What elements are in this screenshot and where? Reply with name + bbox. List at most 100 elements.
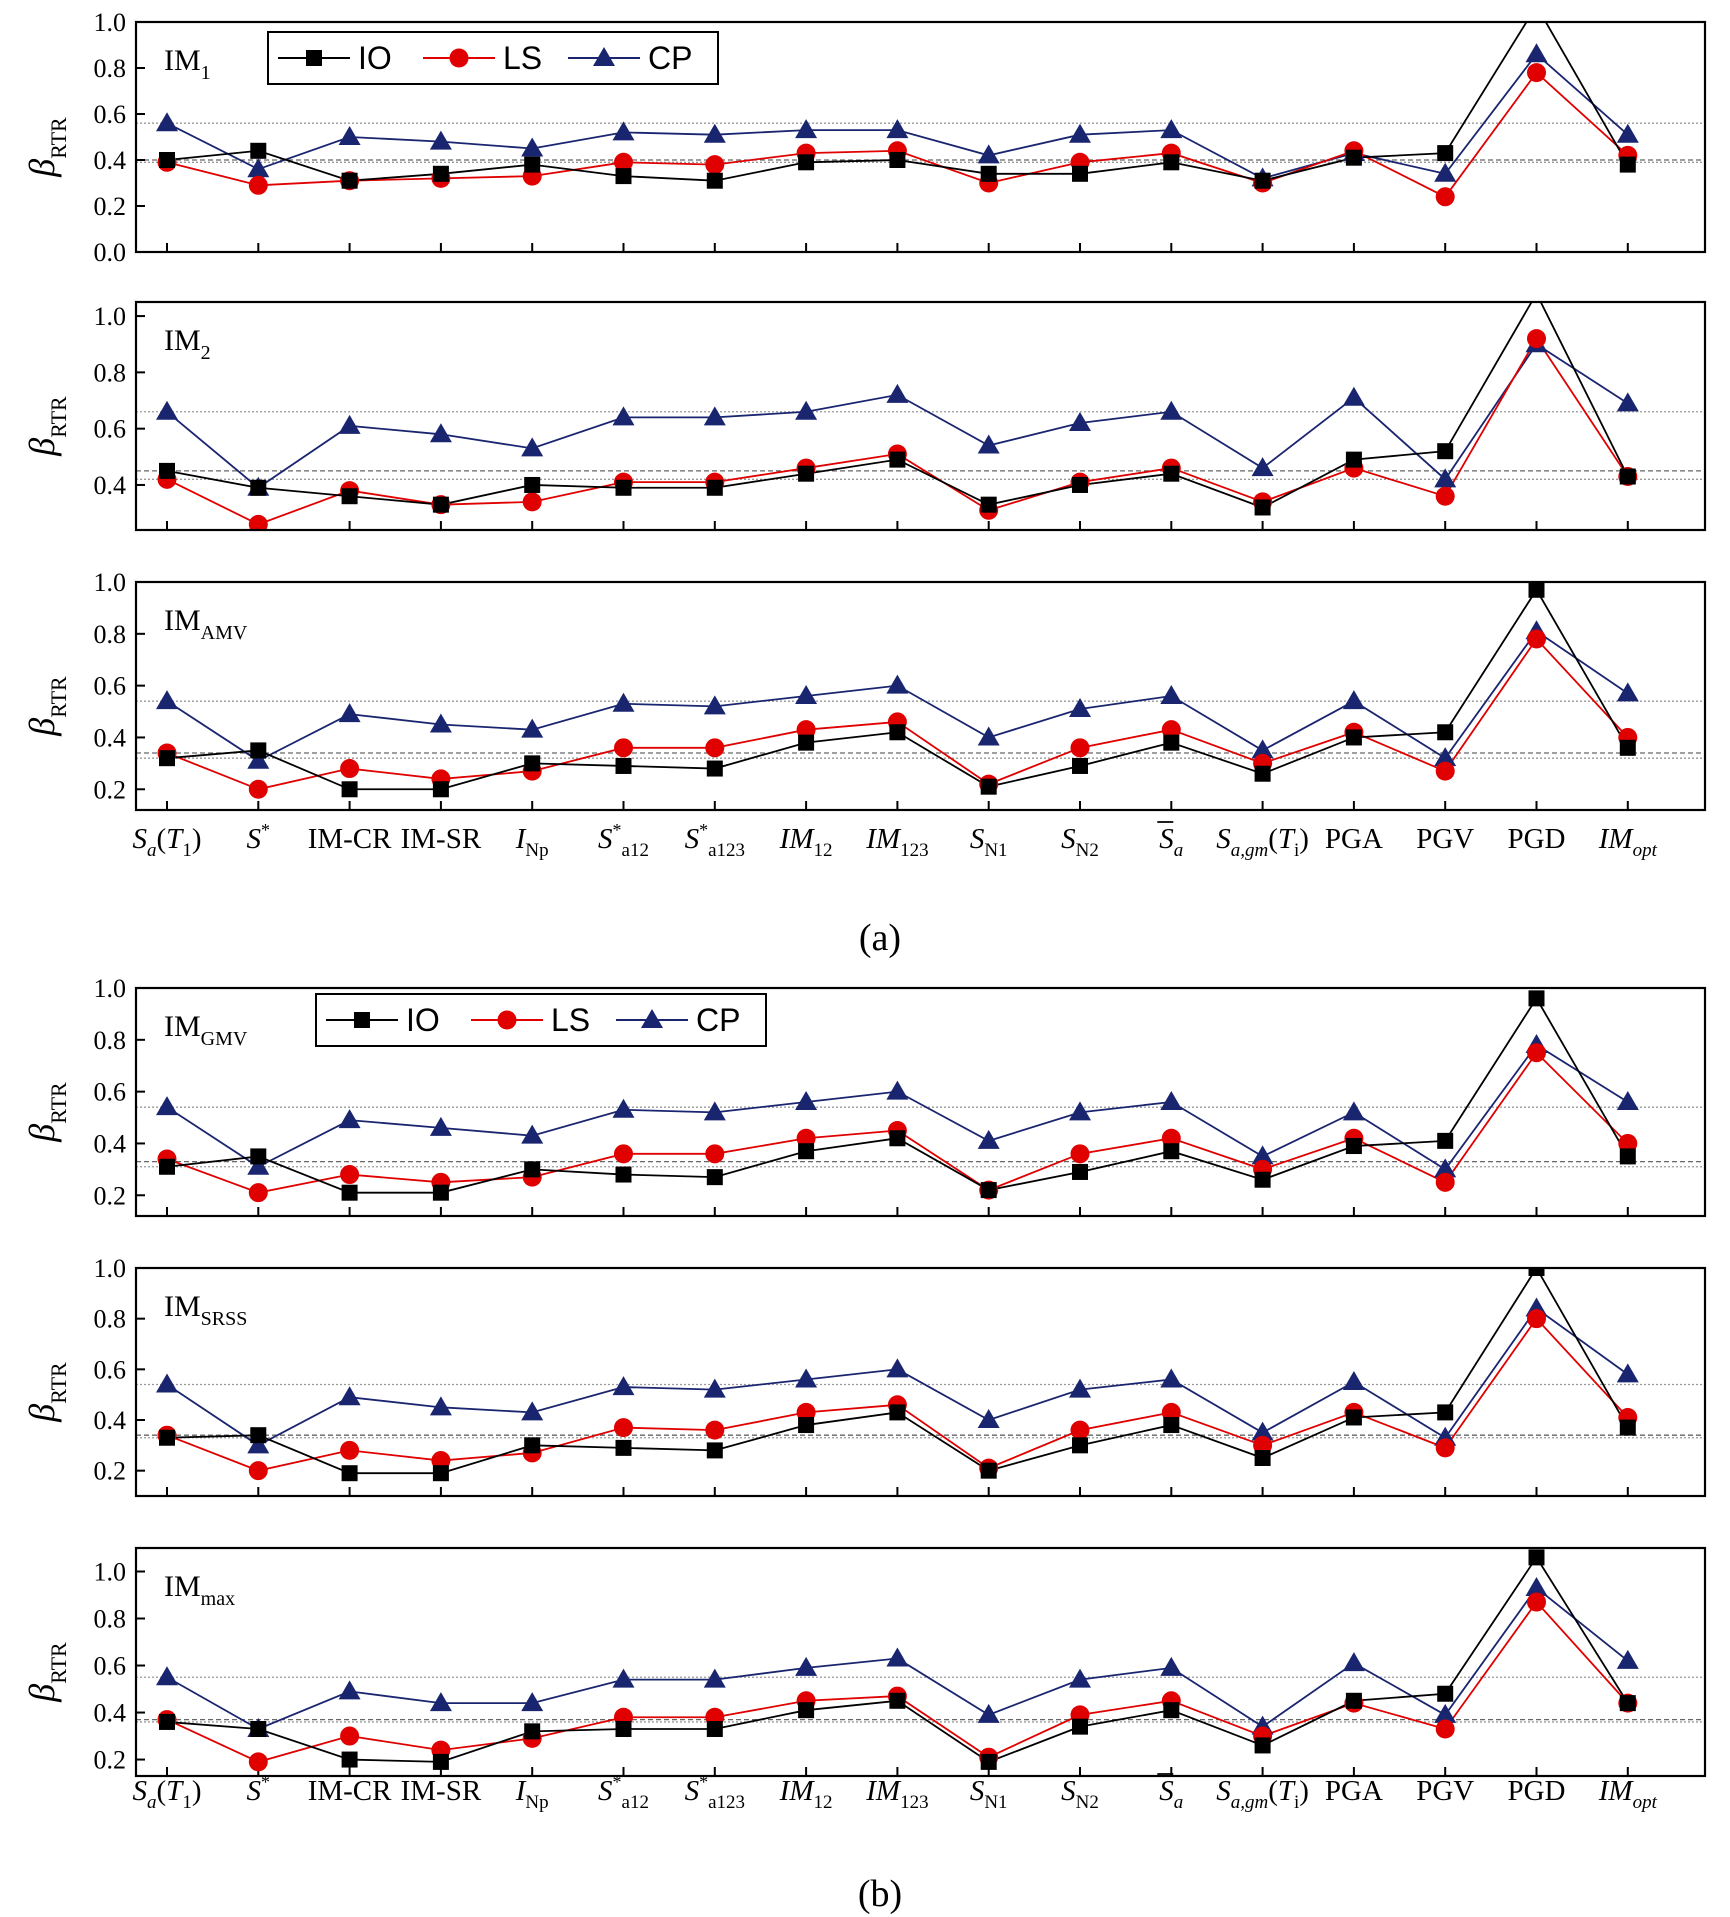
category-label: IM12: [779, 1775, 833, 1813]
y-tick-label: 0.0: [94, 238, 127, 267]
y-tick-label: 0.4: [94, 1129, 127, 1158]
data-point-cp: [429, 423, 452, 443]
y-tick-label: 1.0: [94, 974, 127, 1003]
data-point-io: [159, 750, 175, 767]
category-label: INp: [515, 1775, 549, 1813]
data-point-cp: [247, 1434, 270, 1454]
data-point-cp: [1434, 468, 1457, 488]
data-point-io: [1529, 0, 1545, 14]
data-point-io: [1254, 172, 1271, 189]
data-point-cp: [521, 718, 544, 738]
data-point-io: [250, 142, 267, 159]
data-point-cp: [703, 406, 726, 426]
category-label: IM-SR: [401, 823, 482, 855]
category-label: SN1: [970, 823, 1008, 861]
data-point-io: [1437, 1404, 1454, 1421]
legend-label-ls: LS: [551, 1002, 590, 1038]
category-label: Sa: [1159, 823, 1183, 861]
data-point-cp: [703, 695, 726, 715]
data-point-cp: [156, 112, 178, 132]
data-point-ls: [248, 175, 268, 195]
data-point-ls: [248, 514, 268, 530]
data-point-io: [1072, 1437, 1088, 1454]
data-point-ls: [248, 1752, 268, 1772]
data-point-cp: [521, 137, 544, 157]
data-point-cp: [156, 400, 178, 420]
legend-label-ls: LS: [503, 40, 542, 76]
data-point-cp: [521, 1401, 544, 1421]
data-point-cp: [521, 1124, 544, 1144]
panel-title: IMGMV: [164, 1010, 248, 1050]
data-point-io: [889, 451, 906, 468]
data-point-io: [524, 156, 541, 173]
data-point-io: [1345, 1409, 1362, 1426]
data-point-io: [159, 1429, 175, 1446]
data-point-cp: [1434, 747, 1457, 767]
data-point-io: [798, 465, 815, 482]
data-point-io: [1254, 499, 1271, 516]
data-point-io: [615, 757, 632, 774]
chart-panel-5: 0.2 0.4 0.6 0.8 1.0 IMSRSS βRTR: [22, 1254, 1707, 1498]
data-point-ls: [705, 155, 725, 175]
data-point-io: [250, 1720, 267, 1737]
data-point-ls: [705, 1420, 725, 1440]
data-point-io: [1437, 724, 1454, 741]
data-point-io: [1437, 1132, 1454, 1149]
category-label: S*a12: [598, 1772, 649, 1813]
category-label: PGA: [1325, 823, 1383, 855]
data-point-cp: [703, 1668, 726, 1688]
y-tick-label: 0.4: [94, 1406, 127, 1435]
data-point-io: [1529, 286, 1545, 302]
data-point-io: [1345, 729, 1362, 746]
data-point-cp: [247, 749, 270, 769]
y-tick-label: 0.6: [94, 1355, 127, 1384]
data-point-ls: [1161, 1128, 1181, 1148]
data-point-io: [889, 724, 906, 741]
legend-marker-io: [306, 50, 322, 66]
data-point-cp: [977, 1129, 1000, 1149]
data-point-ls: [340, 1726, 360, 1746]
data-point-cp: [1160, 1656, 1183, 1676]
data-point-cp: [1069, 1668, 1091, 1688]
data-point-io: [432, 781, 449, 798]
data-point-cp: [977, 1703, 1000, 1723]
panel-title: IMmax: [164, 1570, 235, 1610]
data-point-io: [1163, 154, 1180, 171]
data-point-io: [1345, 1692, 1362, 1709]
data-point-io: [341, 488, 358, 505]
caption-a: (a): [859, 917, 901, 959]
category-label: SN2: [1061, 1775, 1099, 1813]
data-point-cp: [1251, 1421, 1274, 1441]
category-label: Sa(T1): [133, 823, 202, 861]
data-point-io: [524, 1437, 541, 1454]
data-point-cp: [1069, 123, 1091, 143]
data-point-cp: [1160, 1091, 1183, 1110]
data-point-io: [341, 1465, 358, 1482]
plot-area: [156, 0, 1639, 207]
data-point-ls: [1070, 1144, 1090, 1164]
data-point-ls: [1527, 1592, 1546, 1612]
category-label: S*: [247, 820, 271, 855]
panel-title: IM1: [164, 44, 211, 84]
data-point-cp: [1434, 1703, 1457, 1723]
data-point-cp: [429, 1692, 452, 1712]
data-point-cp: [1525, 1576, 1548, 1596]
category-label: Sa: [1159, 1775, 1183, 1813]
data-point-cp: [338, 1109, 361, 1129]
data-point-io: [706, 1169, 723, 1186]
series-line-ls: [166, 336, 1629, 526]
category-label: PGD: [1507, 1775, 1565, 1807]
data-point-io: [615, 1439, 632, 1456]
y-axis-label: βRTR: [22, 1362, 71, 1423]
data-point-ls: [1435, 187, 1455, 207]
data-point-io: [341, 781, 358, 798]
data-point-io: [1254, 765, 1271, 782]
data-point-io: [798, 1143, 815, 1160]
category-label: SN2: [1061, 823, 1099, 861]
data-point-io: [159, 1713, 175, 1730]
data-point-ls: [614, 1144, 633, 1164]
data-point-io: [980, 778, 997, 795]
y-tick-label: 1.0: [94, 1254, 127, 1283]
data-point-io: [1528, 1268, 1545, 1276]
